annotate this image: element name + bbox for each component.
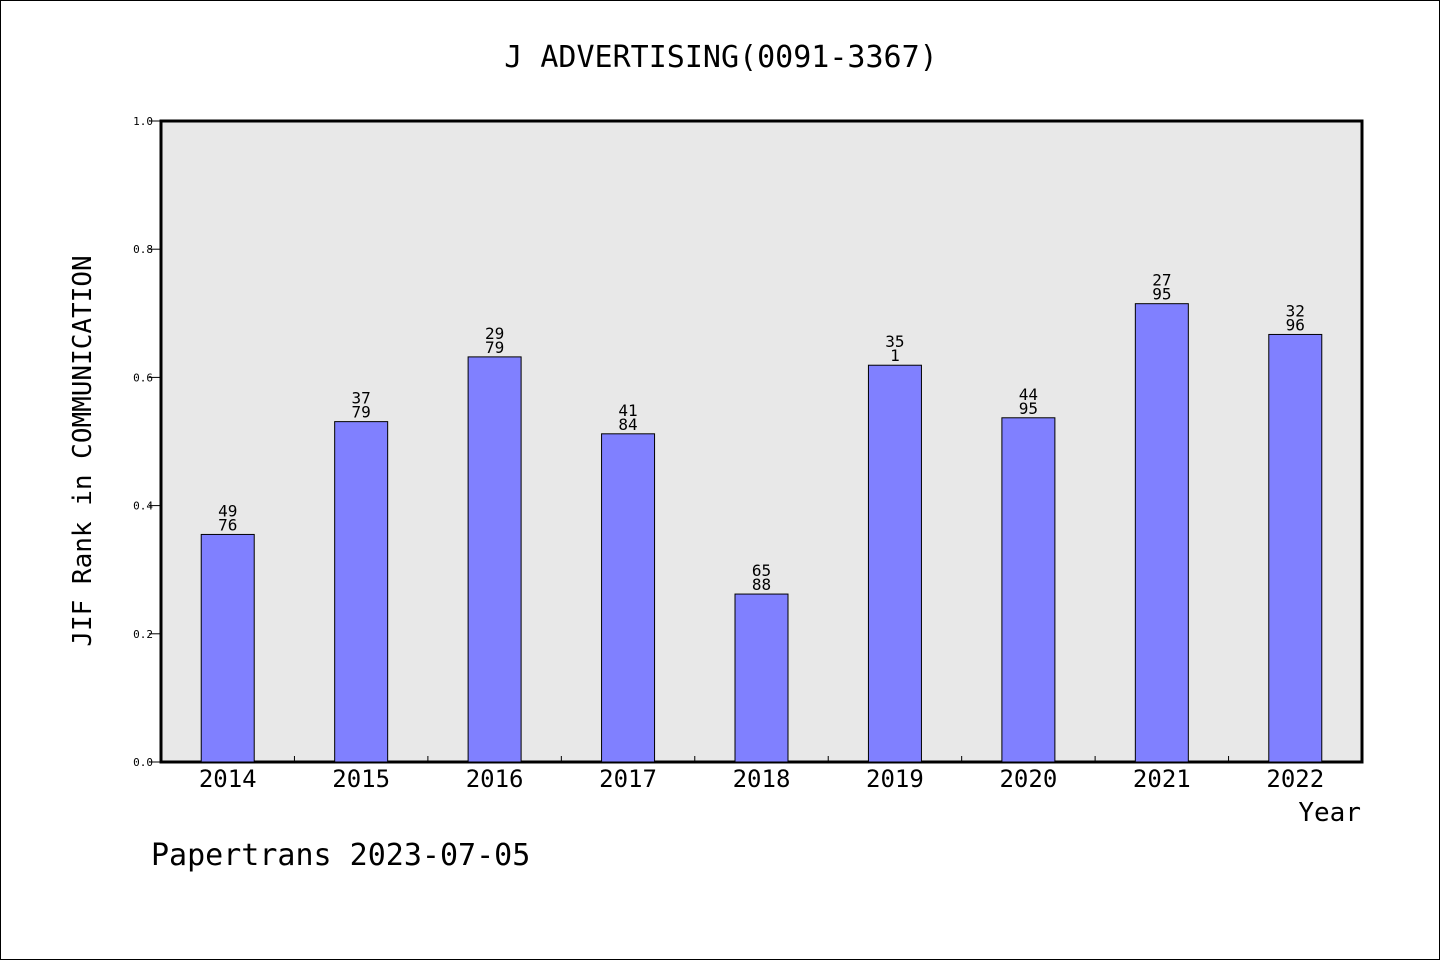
bar-data-label: 29: [485, 324, 504, 343]
bar-data-label: 1: [890, 346, 900, 365]
bar-data-label: 35: [885, 332, 904, 351]
y-tick-label: 0.8: [133, 243, 153, 256]
bar-data-label: 79: [352, 403, 371, 422]
y-tick-label: 1.0: [133, 115, 153, 128]
bar-data-label: 27: [1152, 271, 1171, 290]
x-tick-label: 2016: [466, 765, 524, 793]
bar-data-label: 44: [1019, 385, 1038, 404]
bar-2022: [1268, 333, 1323, 763]
chart-title: J ADVERTISING(0091-3367): [504, 40, 937, 75]
x-tick-label: 2017: [599, 765, 657, 793]
bar-2015: [334, 421, 389, 763]
bar-data-label: 49: [218, 501, 237, 520]
x-tick-label: 2018: [733, 765, 791, 793]
x-axis-label: Year: [1298, 798, 1361, 828]
bar-2020: [1001, 417, 1056, 763]
x-tick-label: 2014: [199, 765, 257, 793]
bar-data-label: 41: [618, 401, 637, 420]
bar-data-label: 88: [752, 575, 771, 594]
bar-data-label: 37: [352, 389, 371, 408]
bar-2016: [467, 356, 522, 763]
x-tick-label: 2020: [999, 765, 1057, 793]
y-tick-label: 0.4: [133, 500, 153, 513]
bar-data-label: 79: [485, 338, 504, 357]
bar-data-label: 32: [1286, 301, 1305, 320]
footer-credit: Papertrans 2023-07-05: [151, 838, 530, 873]
bar-2017: [601, 433, 656, 763]
y-axis-label: JIF Rank in COMMUNICATION: [68, 255, 98, 646]
bar-2019: [867, 364, 922, 763]
bar-2018: [734, 593, 789, 763]
bar-data-label: 95: [1152, 285, 1171, 304]
x-axis: 2014 2015 2016 2017 2018 2019 2020 2021 2022: [199, 756, 1324, 793]
x-tick-label: 2015: [332, 765, 390, 793]
y-axis: 0.0 0.2 0.4 0.6 0.8 1.0: [133, 115, 161, 769]
x-tick-label: 2019: [866, 765, 924, 793]
x-tick-label: 2021: [1133, 765, 1191, 793]
bar-2014: [200, 533, 255, 763]
bar-data-label: 84: [618, 415, 637, 434]
bar-data-label: 95: [1019, 399, 1038, 418]
x-tick-label: 2022: [1266, 765, 1324, 793]
bar-data-label: 96: [1286, 315, 1305, 334]
bar-data-label: 76: [218, 515, 237, 534]
y-tick-label: 0.2: [133, 628, 153, 641]
bar-2021: [1134, 303, 1189, 763]
bar-data-label: 65: [752, 561, 771, 580]
y-tick-label: 0.6: [133, 371, 153, 384]
y-tick-label: 0.0: [133, 756, 153, 769]
